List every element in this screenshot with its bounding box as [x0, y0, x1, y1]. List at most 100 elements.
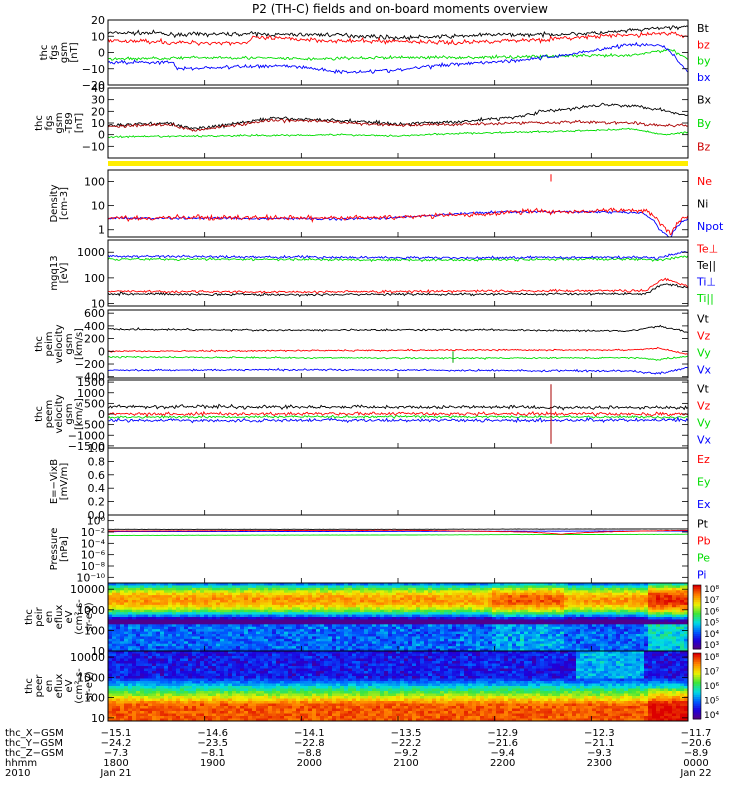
- series-Vz: [107, 346, 689, 355]
- svg-text:[eV]: [eV]: [59, 263, 70, 284]
- series-Pi: [108, 530, 688, 533]
- svg-text:[cm-3]: [cm-3]: [59, 187, 70, 220]
- svg-text:E=−VixB: E=−VixB: [49, 459, 60, 504]
- x-tick-label: −14.6: [197, 728, 228, 739]
- series-Ti⊥: [107, 250, 688, 260]
- svg-text:(cm²-s-: (cm²-s-: [74, 599, 85, 635]
- svg-text:gsm: gsm: [64, 333, 75, 354]
- x-tick-label: −24.2: [101, 738, 132, 749]
- legend-entry: Pi: [697, 569, 706, 582]
- series-Vt: [107, 403, 689, 411]
- y-tick-label: 1000: [77, 604, 105, 617]
- colorbar-tick: 10⁷: [704, 668, 719, 678]
- svg-text:thc: thc: [34, 406, 45, 422]
- x-tick-label: −12.9: [487, 728, 518, 739]
- legend-entry: Ez: [697, 453, 710, 466]
- colorbar-tick: 10⁸: [704, 653, 719, 663]
- y-tick-label: 0: [98, 129, 105, 142]
- y-tick-label: 20: [91, 105, 105, 118]
- y-tick-label: −400: [75, 371, 105, 384]
- x-tick-label: −21.1: [584, 738, 615, 749]
- svg-text:peim: peim: [44, 331, 55, 356]
- x-row-label: thc_Z−GSM: [5, 748, 64, 759]
- colorbar-tick: 10⁵: [704, 697, 719, 707]
- x-tick-label: −23.5: [197, 738, 228, 749]
- svg-text:[nT]: [nT]: [69, 42, 80, 62]
- y-tick-label: 600: [84, 307, 105, 320]
- svg-text:eV: eV: [64, 610, 75, 623]
- y-tick-label: 100: [84, 692, 105, 705]
- y-tick-label: 100: [84, 624, 105, 637]
- svg-text:peir: peir: [34, 606, 45, 626]
- legend-fgs-sm: Bx By Bz: [697, 94, 712, 154]
- y-tick-label: 100: [84, 272, 105, 285]
- colorbar-tick: 10³: [704, 641, 719, 651]
- series-Vy: [107, 414, 689, 419]
- legend-entry: Vt: [697, 383, 710, 396]
- legend-entry: Te⊥: [696, 242, 718, 255]
- legend-entry: Te||: [696, 259, 716, 272]
- colorbar-electron-spectrogram: 10⁸ 10⁷ 10⁶ 10⁵ 10⁴: [692, 652, 719, 721]
- svg-text:gsm: gsm: [54, 112, 65, 133]
- svg-text:gsm: gsm: [64, 403, 75, 424]
- y-tick-label: −10: [82, 63, 105, 76]
- x-tick-label: −15.1: [101, 728, 132, 739]
- y-tick-label: 1000: [77, 246, 105, 259]
- svg-text:[nT]: [nT]: [74, 113, 85, 133]
- legend-entry: Ti⊥: [696, 275, 716, 288]
- legend-pressure: Pt Pb Pe Pi: [697, 518, 711, 582]
- x-tick-label: −20.6: [681, 738, 712, 749]
- legend-entry: Vz: [697, 330, 711, 343]
- x-tick-label: −21.6: [487, 738, 518, 749]
- y-tick-label: 0: [98, 408, 105, 421]
- x-tick-label: 2000: [297, 758, 322, 769]
- y-tick-label: −500: [75, 419, 105, 432]
- y-axis-label: mgq13 [eV]: [49, 255, 70, 290]
- x-axis: thc_X−GSMthc_Y−GSMthc_Z−GSMhhmm2010−15.1…: [5, 80, 712, 779]
- y-tick-label: 20: [91, 14, 105, 27]
- svg-text:thc: thc: [34, 336, 45, 352]
- y-tick-label: 0.8: [88, 455, 106, 468]
- panel-density: 100 10 1 Density [cm-3] Ne Ni Npot: [49, 169, 724, 238]
- x-tick-label: −13.5: [391, 728, 422, 739]
- series-Pe: [108, 533, 689, 536]
- y-tick-label: 0.6: [88, 469, 106, 482]
- y-axis-label: thc peir en eflux eV (cm²-s-sr-eV): [24, 599, 95, 635]
- legend-entry: Vy: [697, 347, 711, 360]
- x-tick-label: 2300: [587, 758, 612, 769]
- series-Vy: [107, 355, 689, 361]
- x-tick-label: 2100: [393, 758, 418, 769]
- legend-entry: Ex: [697, 498, 711, 511]
- y-tick-label: 30: [91, 94, 105, 107]
- x-row-label: thc_X−GSM: [5, 728, 64, 739]
- svg-text:[nPa]: [nPa]: [59, 536, 70, 562]
- colorbar-tick: 10⁴: [704, 630, 719, 640]
- legend-entry: Ey: [697, 476, 711, 489]
- legend-entry: Bx: [697, 94, 712, 107]
- svg-text:peem: peem: [44, 400, 55, 428]
- legend-entry: Ne: [697, 175, 712, 188]
- y-tick-label: 10: [91, 712, 105, 725]
- y-tick-label: 500: [84, 397, 105, 410]
- y-tick-label: 1500: [77, 376, 105, 389]
- flag-bar: [108, 161, 688, 166]
- x-tick-label: Jan 22: [679, 768, 711, 779]
- x-tick-label: −11.7: [681, 728, 712, 739]
- legend-entry: Npot: [697, 220, 724, 233]
- y-tick-label: 40: [91, 82, 105, 95]
- svg-text:velocity: velocity: [54, 324, 65, 363]
- series-Vx: [107, 416, 689, 424]
- y-tick-label: 100: [84, 176, 105, 189]
- y-tick-label: −20: [82, 79, 105, 92]
- y-tick-label: 10000: [70, 651, 105, 664]
- svg-text:gsm: gsm: [59, 42, 70, 63]
- legend-entry: Vy: [697, 417, 711, 430]
- legend-density: Ne Ni Npot: [697, 175, 724, 233]
- x-tick-label: −22.8: [294, 738, 325, 749]
- series-Bz: [107, 118, 689, 132]
- colorbar-tick: 10⁶: [704, 682, 719, 692]
- x-tick-label: 0000: [683, 758, 708, 769]
- svg-text:fgs: fgs: [44, 115, 55, 130]
- legend-entry: Pt: [697, 518, 709, 531]
